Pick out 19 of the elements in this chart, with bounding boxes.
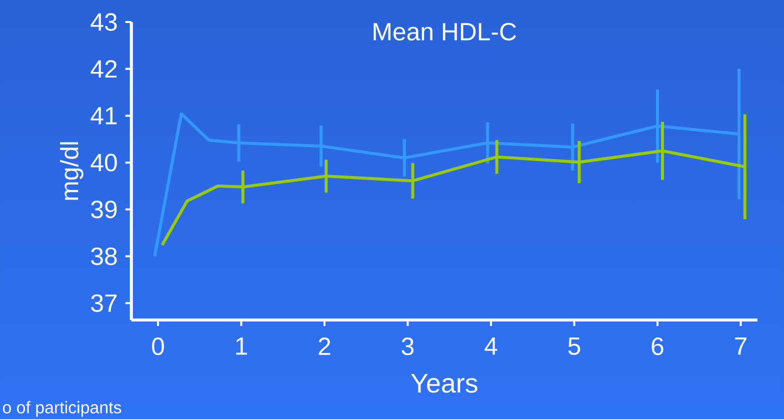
chart-title: Mean HDL-C: [374, 22, 516, 41]
y-tick-label: 41: [90, 107, 117, 124]
x-tick-label: 2: [318, 338, 330, 355]
y-tick-label: 43: [90, 13, 117, 31]
y-tick-label: 39: [91, 200, 117, 218]
x-tick-label: 1: [236, 338, 247, 355]
text: o of participants: [2, 401, 122, 417]
x-tick-label: 7: [735, 338, 746, 355]
y-tick-label: 40: [90, 154, 117, 172]
y-tick-label: 37: [91, 294, 117, 312]
x-tick-label: 3: [402, 338, 414, 356]
x-tick-label: 6: [652, 338, 664, 356]
y-tick-label: 38: [91, 247, 117, 266]
y-axis-title: mg/dl: [60, 142, 84, 200]
x-tick-label: 0: [152, 338, 164, 356]
x-tick-label: 4: [484, 338, 498, 355]
x-axis-title: Years: [411, 374, 478, 393]
x-tick-label: 5: [568, 338, 580, 355]
y-tick-label: 42: [90, 60, 117, 78]
